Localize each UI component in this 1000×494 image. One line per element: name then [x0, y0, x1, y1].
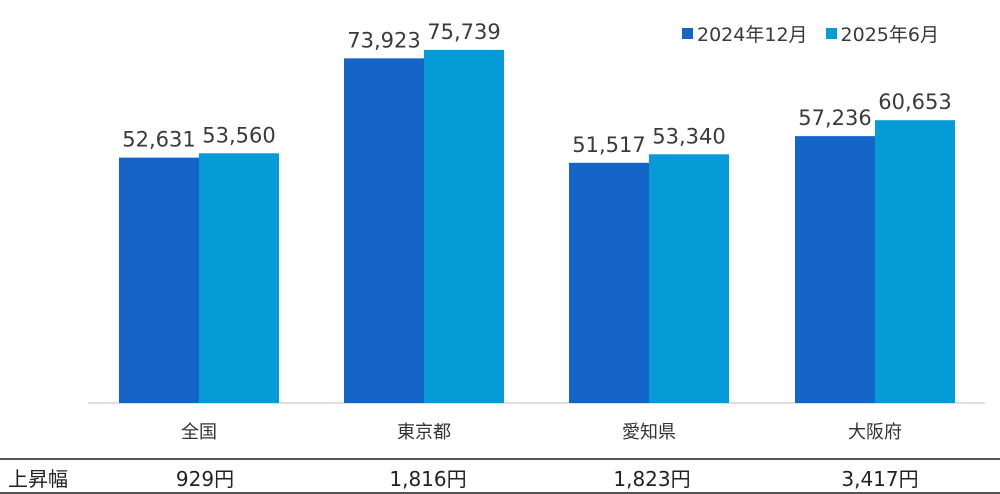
bar-osaka-series-2 — [875, 120, 955, 404]
bar-osaka-series-1 — [795, 136, 875, 403]
data-label-aichi-series-1: 51,517 — [572, 133, 645, 157]
legend-label-series-2: 2025年6月 — [840, 24, 939, 46]
rise-table: 上昇幅 929円 1,816円 1,823円 3,417円 — [0, 458, 1000, 494]
category-label-osaka: 大阪府 — [848, 422, 902, 443]
bar-chart: 52,631 53,560 全国 73,923 75,739 東京都 51,517 53,34… — [88, 20, 985, 443]
data-label-tokyo-series-1: 73,923 — [347, 28, 420, 52]
data-label-tokyo-series-2: 75,739 — [427, 20, 500, 44]
rise-value-national: 929円 — [175, 467, 235, 491]
bar-aichi-series-1 — [569, 162, 649, 403]
data-label-osaka-series-1: 57,236 — [798, 106, 871, 130]
rise-value-osaka: 3,417円 — [841, 467, 919, 491]
data-label-national-series-1: 52,631 — [122, 128, 195, 152]
legend: 2024年12月 2025年6月 — [682, 20, 939, 47]
bar-national-series-2 — [199, 153, 279, 403]
rise-row-label: 上昇幅 — [8, 467, 68, 491]
legend-item-series-2: 2025年6月 — [825, 20, 939, 47]
bar-tokyo-series-1 — [344, 58, 424, 403]
legend-swatch-series-2 — [825, 28, 837, 39]
category-label-national: 全国 — [181, 422, 217, 443]
category-label-aichi: 愛知県 — [622, 422, 676, 443]
data-label-osaka-series-2: 60,653 — [878, 90, 951, 114]
bar-aichi-series-2 — [649, 154, 729, 403]
category-label-tokyo: 東京都 — [397, 422, 451, 443]
legend-swatch-series-1 — [682, 28, 693, 39]
legend-item-series-1: 2024年12月 — [682, 20, 808, 47]
bar-national-series-1 — [119, 157, 199, 403]
rise-value-aichi: 1,823円 — [613, 467, 691, 491]
rise-value-tokyo: 1,816円 — [389, 467, 467, 491]
data-label-aichi-series-2: 53,340 — [652, 124, 725, 148]
bar-tokyo-series-2 — [424, 49, 504, 403]
legend-label-series-1: 2024年12月 — [697, 24, 808, 46]
data-label-national-series-2: 53,560 — [202, 123, 275, 147]
